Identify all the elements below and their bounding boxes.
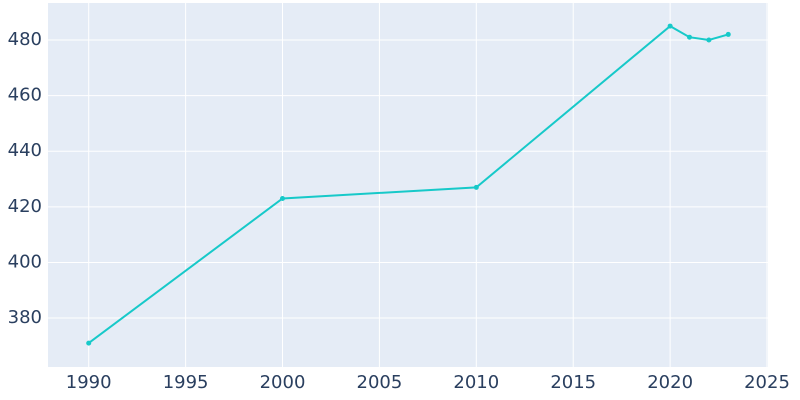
y-tick-label: 420: [8, 196, 42, 217]
point: [86, 340, 92, 346]
point: [706, 37, 712, 43]
point: [473, 184, 479, 190]
point: [725, 31, 731, 37]
y-tick-label: 400: [8, 251, 42, 272]
y-tick-label: 480: [8, 29, 42, 50]
y-tick-label: 380: [8, 307, 42, 328]
plot-area: [48, 3, 768, 367]
x-tick-label: 2025: [744, 372, 790, 393]
x-tick-label: 1990: [66, 372, 112, 393]
x-tick-label: 2005: [357, 372, 403, 393]
x-tick-label: 2000: [260, 372, 306, 393]
point: [667, 23, 673, 29]
y-tick-label: 460: [8, 85, 42, 106]
point: [280, 195, 286, 201]
point: [687, 34, 693, 40]
x-tick-label: 2020: [647, 372, 693, 393]
y-tick-label: 440: [8, 140, 42, 161]
x-tick-label: 2010: [453, 372, 499, 393]
x-tick-label: 2015: [550, 372, 596, 393]
x-tick-label: 1995: [163, 372, 209, 393]
